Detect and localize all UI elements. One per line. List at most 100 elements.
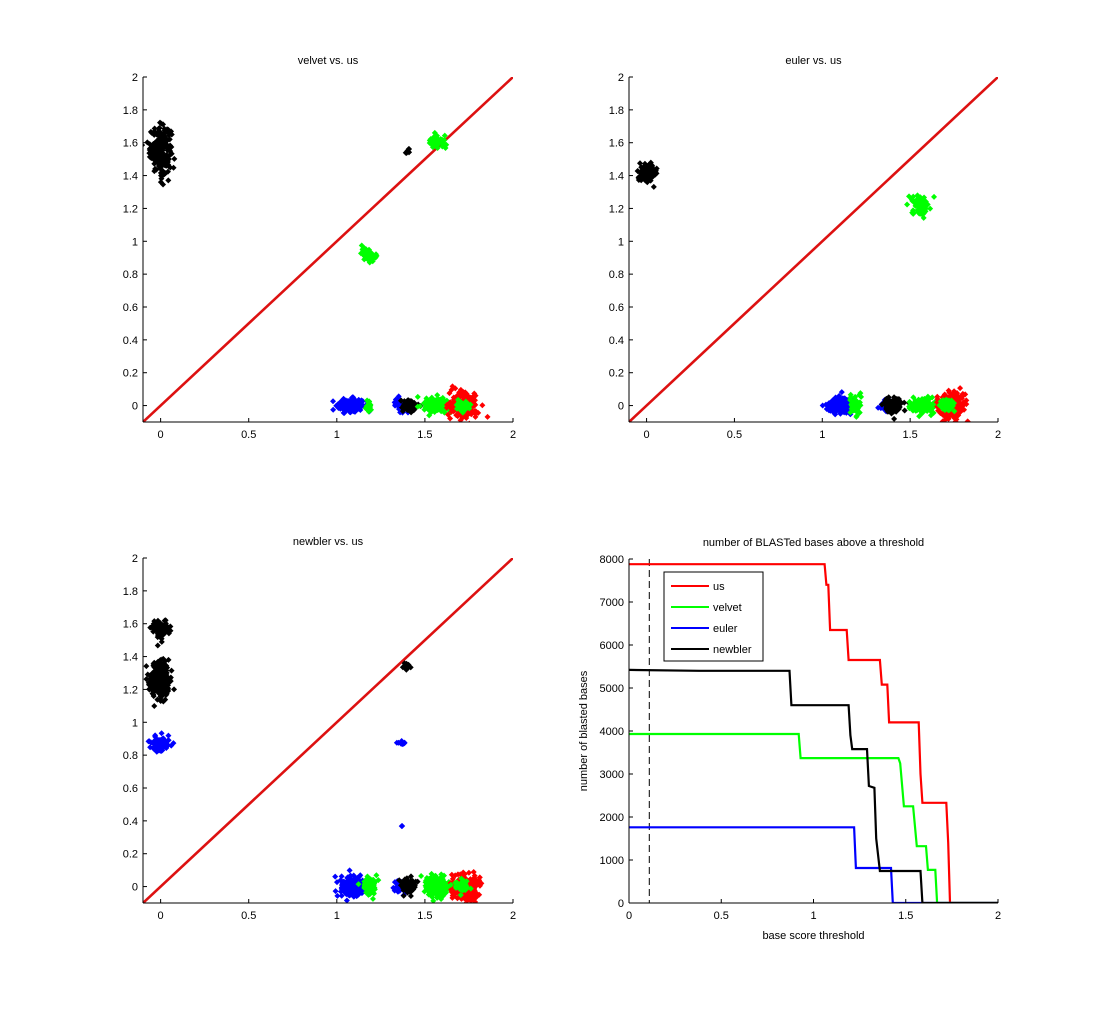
data-point-newbler: [150, 660, 157, 667]
blasted-bases-ylabel: number of blasted bases: [578, 670, 590, 791]
data-point-us: [467, 897, 474, 903]
data-point-velvet: [423, 875, 430, 882]
data-point-us: [941, 391, 948, 398]
series-line-euler: [629, 826, 998, 903]
data-point-newbler: [156, 143, 163, 150]
diagonal-reference-line: [143, 558, 513, 903]
cluster-velvet: [418, 870, 461, 903]
data-point-euler: [819, 402, 826, 409]
data-point-newbler: [154, 150, 161, 157]
euler-vs-us-panel: euler vs. us 0 0.5 1 1.5 2 0 0.2 0.4 0.6 0.8 1 1.2 1…: [609, 55, 1001, 441]
data-point-newbler: [164, 168, 171, 175]
data-point-velvet: [418, 873, 425, 880]
y-tick-label: 0.4: [123, 816, 138, 828]
data-point-velvet: [437, 406, 444, 413]
legend: us velvet euler newbler: [663, 571, 764, 662]
y-tick-label: 1.2: [123, 684, 138, 696]
data-point-velvet: [433, 397, 440, 404]
data-point-newbler: [641, 169, 648, 176]
diagonal-reference-line: [143, 77, 513, 422]
data-point-us: [472, 883, 479, 890]
cluster-newbler: [396, 873, 421, 899]
data-point-us: [449, 875, 456, 882]
data-point-velvet: [907, 400, 914, 407]
data-point-us: [473, 409, 480, 416]
blasted-bases-title: number of BLASTed bases above a threshol…: [703, 537, 924, 549]
data-point-us: [958, 395, 965, 402]
diagonal-reference-line: [629, 77, 998, 422]
data-point-newbler: [157, 673, 164, 680]
cluster-velvet: [904, 192, 938, 221]
cluster-newbler: [143, 119, 178, 188]
data-point-newbler: [147, 128, 154, 135]
data-point-us: [460, 869, 467, 876]
x-tick-label: 1: [810, 910, 816, 922]
data-point-euler: [153, 747, 160, 754]
data-point-us: [463, 391, 470, 398]
data-point-newbler: [165, 177, 172, 184]
data-point-velvet: [370, 882, 377, 889]
cluster-velvet: [447, 875, 474, 899]
data-point-newbler: [143, 663, 150, 670]
data-point-velvet: [366, 259, 373, 266]
cluster-euler: [330, 394, 373, 416]
data-point-euler: [836, 398, 843, 405]
data-point-velvet: [915, 396, 922, 403]
data-point-newbler: [158, 638, 165, 645]
data-point-velvet: [924, 393, 931, 400]
data-point-euler: [391, 887, 398, 894]
data-point-newbler: [164, 126, 171, 133]
data-point-velvet: [914, 199, 921, 206]
y-tick-label: 0: [618, 401, 624, 413]
axes: [628, 76, 999, 423]
y-tick-label: 7000: [600, 597, 624, 609]
data-point-velvet: [431, 403, 438, 410]
data-point-us: [472, 392, 479, 399]
cluster-euler: [145, 730, 177, 755]
data-point-velvet: [430, 886, 437, 893]
data-point-euler: [330, 406, 337, 413]
x-tick-label: 0: [644, 429, 650, 441]
data-point-newbler: [404, 877, 411, 884]
y-tick-label: 0.4: [609, 335, 624, 347]
data-point-euler: [836, 402, 843, 409]
data-point-newbler: [154, 159, 161, 166]
data-point-velvet: [459, 407, 466, 414]
data-point-velvet: [440, 891, 447, 898]
data-point-euler: [333, 402, 340, 409]
data-point-newbler: [162, 629, 169, 636]
data-point-velvet: [447, 881, 454, 888]
data-point-velvet: [460, 883, 467, 890]
data-point-newbler: [901, 407, 908, 414]
data-point-velvet: [372, 254, 379, 261]
data-point-velvet: [441, 132, 448, 139]
data-point-newbler: [151, 702, 158, 709]
data-point-newbler: [155, 661, 162, 668]
axes: [628, 558, 999, 904]
x-tick-label: 0: [626, 910, 632, 922]
data-point-euler: [346, 867, 353, 874]
x-tick-label: 2: [995, 910, 1001, 922]
data-point-newbler: [405, 149, 412, 156]
data-point-newbler: [170, 164, 177, 171]
data-point-us: [957, 385, 964, 392]
data-point-newbler: [408, 873, 415, 880]
data-point-velvet: [430, 897, 437, 903]
data-point-us: [945, 387, 952, 394]
data-point-velvet: [427, 135, 434, 142]
series-line-velvet: [629, 732, 998, 903]
data-point-euler: [332, 873, 339, 880]
y-tick-label: 0.2: [123, 849, 138, 861]
data-point-velvet: [362, 881, 369, 888]
y-tick-label: 0.8: [123, 750, 138, 762]
data-point-us: [461, 891, 468, 898]
cluster-velvet: [906, 393, 949, 420]
data-point-euler: [338, 892, 345, 899]
data-point-newbler: [160, 689, 167, 696]
data-point-euler: [154, 740, 161, 747]
x-tick-label: 0.5: [714, 910, 729, 922]
data-point-euler: [357, 872, 364, 879]
data-point-newbler: [159, 131, 166, 138]
data-point-newbler: [151, 125, 158, 132]
